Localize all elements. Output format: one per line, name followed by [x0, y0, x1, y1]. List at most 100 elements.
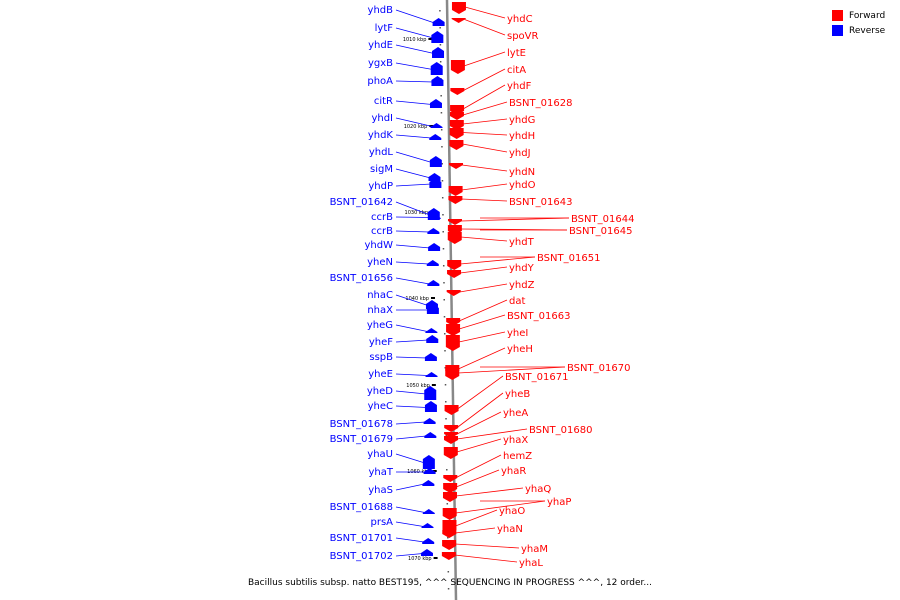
forward-gene-arrow[interactable] [442, 530, 457, 538]
forward-gene-arrow[interactable] [444, 405, 459, 415]
forward-gene-arrow[interactable] [442, 540, 457, 550]
forward-gene-arrow[interactable] [450, 60, 465, 74]
forward-gene-label[interactable]: yhdT [509, 237, 535, 248]
forward-gene-arrow[interactable] [449, 140, 464, 150]
forward-gene-label[interactable]: BSNT_01628 [509, 98, 572, 109]
reverse-gene-arrow[interactable] [427, 228, 440, 234]
forward-gene-label[interactable]: BSNT_01644 [571, 214, 634, 225]
forward-gene-arrow[interactable] [448, 196, 463, 204]
forward-gene-label[interactable]: yhaR [501, 466, 526, 477]
forward-gene-label[interactable]: yhaP [547, 497, 571, 508]
forward-gene-label[interactable]: yhaX [503, 435, 528, 446]
reverse-gene-label[interactable]: BSNT_01679 [330, 434, 393, 445]
reverse-gene-label[interactable]: yhdP [368, 181, 393, 192]
reverse-gene-arrow[interactable] [432, 47, 445, 58]
reverse-gene-label[interactable]: yheD [367, 386, 393, 397]
reverse-gene-arrow[interactable] [426, 335, 439, 343]
reverse-gene-label[interactable]: citR [374, 96, 393, 107]
reverse-gene-label[interactable]: ccrB [371, 226, 393, 237]
reverse-gene-label[interactable]: yhdI [371, 113, 393, 124]
reverse-gene-arrow[interactable] [429, 156, 442, 167]
forward-gene-arrow[interactable] [448, 186, 463, 196]
reverse-gene-arrow[interactable] [429, 134, 442, 140]
reverse-gene-label[interactable]: ccrB [371, 212, 393, 223]
forward-gene-arrow[interactable] [443, 475, 458, 482]
reverse-gene-arrow[interactable] [427, 280, 440, 286]
reverse-gene-arrow[interactable] [422, 455, 435, 469]
forward-gene-label[interactable]: lytE [507, 48, 526, 59]
reverse-gene-label[interactable]: yhdW [365, 240, 394, 251]
forward-gene-label[interactable]: BSNT_01671 [505, 372, 568, 383]
forward-gene-arrow[interactable] [451, 2, 466, 14]
forward-gene-arrow[interactable] [447, 260, 462, 270]
reverse-gene-label[interactable]: lytF [375, 23, 394, 34]
reverse-gene-arrow[interactable] [424, 353, 437, 361]
forward-gene-label[interactable]: yhdH [509, 131, 535, 142]
reverse-gene-label[interactable]: BSNT_01678 [330, 419, 393, 430]
forward-gene-arrow[interactable] [442, 492, 457, 502]
forward-gene-arrow[interactable] [443, 447, 458, 459]
reverse-gene-arrow[interactable] [424, 386, 437, 400]
forward-gene-label[interactable]: yhdF [507, 81, 532, 92]
forward-gene-arrow[interactable] [449, 163, 464, 169]
reverse-gene-arrow[interactable] [422, 538, 435, 544]
forward-gene-label[interactable]: BSNT_01645 [569, 226, 632, 237]
reverse-gene-label[interactable]: BSNT_01656 [330, 273, 393, 284]
forward-gene-label[interactable]: yheB [505, 389, 530, 400]
forward-gene-label[interactable]: citA [507, 65, 526, 76]
reverse-gene-label[interactable]: sigM [370, 164, 393, 175]
reverse-gene-arrow[interactable] [428, 214, 441, 219]
reverse-gene-arrow[interactable] [424, 401, 437, 412]
forward-gene-label[interactable]: yhdZ [509, 280, 535, 291]
reverse-gene-label[interactable]: yhdL [369, 147, 394, 158]
forward-gene-arrow[interactable] [444, 432, 459, 438]
reverse-gene-arrow[interactable] [422, 509, 435, 514]
forward-gene-label[interactable]: yhaM [521, 544, 548, 555]
forward-gene-label[interactable]: yhdJ [509, 148, 531, 159]
reverse-gene-arrow[interactable] [431, 31, 444, 43]
forward-gene-label[interactable]: BSNT_01663 [507, 311, 570, 322]
reverse-gene-label[interactable]: yheE [368, 369, 393, 380]
forward-gene-label[interactable]: spoVR [507, 31, 539, 42]
reverse-gene-label[interactable]: yheF [369, 337, 393, 348]
reverse-gene-arrow[interactable] [428, 173, 441, 181]
forward-gene-label[interactable]: yhaN [497, 524, 523, 535]
forward-gene-label[interactable]: yhaQ [525, 484, 551, 495]
reverse-gene-arrow[interactable] [423, 468, 436, 474]
reverse-gene-arrow[interactable] [428, 243, 441, 251]
forward-gene-label[interactable]: yhaL [519, 558, 543, 569]
forward-gene-arrow[interactable] [444, 436, 459, 444]
forward-gene-arrow[interactable] [443, 483, 458, 493]
forward-gene-arrow[interactable] [447, 232, 462, 244]
reverse-gene-label[interactable]: ygxB [368, 58, 393, 69]
forward-gene-label[interactable]: yhdY [509, 263, 535, 274]
forward-gene-arrow[interactable] [449, 128, 464, 139]
forward-gene-arrow[interactable] [449, 120, 464, 130]
forward-gene-arrow[interactable] [450, 88, 465, 95]
forward-gene-arrow[interactable] [445, 335, 460, 351]
forward-gene-arrow[interactable] [447, 270, 462, 278]
reverse-gene-arrow[interactable] [426, 260, 439, 266]
forward-gene-label[interactable]: yheI [507, 328, 528, 339]
forward-gene-label[interactable]: yheH [507, 344, 533, 355]
forward-gene-arrow[interactable] [445, 368, 460, 380]
forward-gene-label[interactable]: yhdO [509, 180, 536, 191]
forward-gene-label[interactable]: dat [509, 296, 525, 307]
forward-gene-label[interactable]: BSNT_01680 [529, 425, 592, 436]
forward-gene-label[interactable]: BSNT_01643 [509, 197, 572, 208]
reverse-gene-label[interactable]: nhaC [367, 290, 393, 301]
reverse-gene-label[interactable]: phoA [367, 76, 393, 87]
forward-gene-label[interactable]: hemZ [503, 451, 532, 462]
reverse-gene-arrow[interactable] [432, 18, 445, 26]
forward-gene-label[interactable]: yhdN [509, 167, 535, 178]
reverse-gene-arrow[interactable] [421, 523, 434, 528]
reverse-gene-arrow[interactable] [426, 304, 439, 314]
forward-gene-arrow[interactable] [447, 219, 462, 225]
reverse-gene-arrow[interactable] [430, 123, 443, 128]
reverse-gene-label[interactable]: yheG [367, 320, 393, 331]
reverse-gene-label[interactable]: yheN [367, 257, 393, 268]
reverse-gene-label[interactable]: yheC [368, 401, 393, 412]
forward-gene-label[interactable]: yheA [503, 408, 528, 419]
reverse-gene-label[interactable]: yhaT [369, 467, 394, 478]
forward-gene-arrow[interactable] [441, 552, 456, 560]
